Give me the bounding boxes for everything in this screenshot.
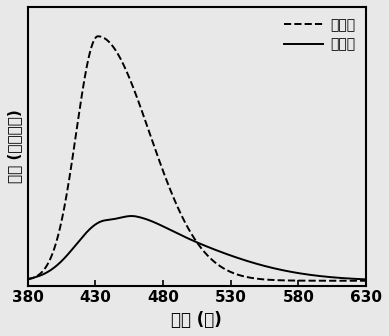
实施例 — [190, 238, 194, 242]
实施例 — [292, 270, 296, 275]
对比例 — [354, 279, 359, 283]
对比例 — [354, 279, 359, 283]
Line: 实施例: 实施例 — [28, 216, 366, 279]
对比例 — [25, 278, 30, 282]
对比例 — [190, 233, 194, 237]
对比例 — [364, 279, 368, 283]
对比例 — [42, 267, 47, 271]
对比例 — [96, 34, 100, 38]
Y-axis label: 强度 (任意单位): 强度 (任意单位) — [7, 110, 22, 183]
实施例 — [354, 277, 359, 281]
实施例 — [129, 214, 134, 218]
实施例 — [25, 277, 30, 281]
Legend: 对比例, 实施例: 对比例, 实施例 — [280, 14, 359, 56]
实施例 — [42, 271, 47, 276]
实施例 — [354, 277, 359, 281]
实施例 — [364, 277, 368, 281]
实施例 — [181, 234, 186, 238]
对比例 — [292, 279, 296, 283]
对比例 — [181, 217, 186, 221]
X-axis label: 波长 (度): 波长 (度) — [172, 311, 222, 329]
Line: 对比例: 对比例 — [28, 36, 366, 281]
